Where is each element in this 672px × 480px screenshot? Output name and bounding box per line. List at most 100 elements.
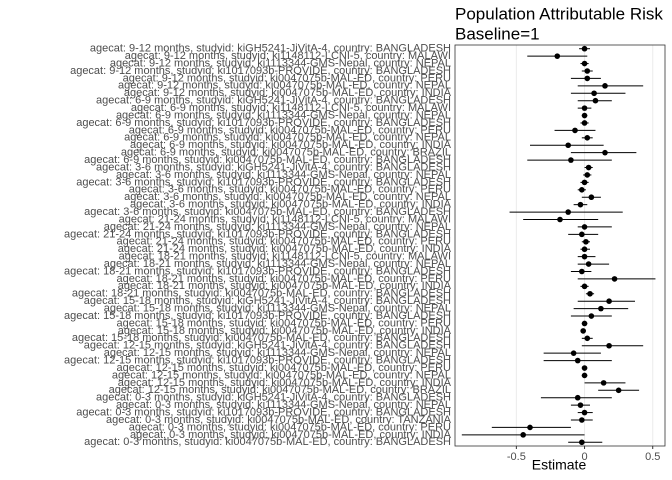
y-tick-label: agecat: 9-12 months, studyid: ki1113344-… [110, 57, 451, 69]
y-tick-label: agecat: 21-24 months, studyid: ki0047075… [117, 236, 452, 248]
y-tick-label: agecat: 15-18 months, studyid: ki0047075… [118, 325, 452, 337]
y-tick-label: agecat: 3-6 months, studyid: ki0047075b-… [130, 199, 452, 211]
point [606, 298, 612, 304]
point [584, 135, 591, 141]
y-tick-label: agecat: 18-21 months, studyid: ki0047075… [118, 280, 452, 292]
y-tick-label: agecat: 21-24 months, studyid: ki0047075… [118, 243, 452, 255]
y-tick-label: agecat: 18-21 months, studyid: ki1017093… [64, 265, 451, 277]
point [581, 60, 588, 67]
x-tick-label: 0 [581, 451, 587, 463]
point [611, 276, 618, 282]
point [581, 179, 588, 186]
point [565, 142, 571, 149]
point [574, 394, 581, 401]
point [579, 231, 585, 238]
y-tick-label: agecat: 18-21 months, studyid: ki1148112… [119, 251, 451, 263]
y-tick-label: agecat: 21-24 months, studyid: ki1148112… [119, 213, 451, 225]
x-tick-label: -0.5 [507, 451, 526, 463]
point [568, 157, 574, 163]
y-tick-label: agecat: 6-9 months, studyid: ki0047075b-… [124, 132, 451, 144]
y-tick-label: agecat: 12-15 months, studyid: ki0047075… [118, 377, 452, 389]
y-tick-label: agecat: 9-12 months, studyid: kiGH5241-J… [90, 43, 451, 55]
y-tick-label: agecat: 15-18 months, studyid: ki0047075… [117, 317, 452, 329]
y-tick-label: agecat: 3-6 months, studyid: ki1113344-G… [116, 169, 451, 181]
y-tick-label: agecat: 15-18 months, studyid: ki0047075… [72, 332, 451, 344]
y-tick-label: agecat: 6-9 months, studyid: ki1017093b-… [76, 117, 451, 129]
point [579, 268, 585, 275]
y-tick-label: agecat: 6-9 months, studyid: ki0047075b-… [130, 139, 452, 151]
point [588, 194, 595, 201]
y-tick-label: agecat: 6-9 months, studyid: ki0047075b-… [84, 154, 451, 166]
point [577, 201, 584, 208]
y-tick-label: agecat: 12-15 months, studyid: ki0047075… [112, 369, 451, 381]
y-tick-label: agecat: 6-9 months, studyid: ki0047075b-… [129, 124, 451, 136]
point [584, 75, 591, 82]
point [570, 350, 577, 356]
point [579, 187, 585, 193]
point [606, 342, 612, 349]
y-tick-label: agecat: 18-21 months, studyid: ki0047075… [117, 273, 452, 285]
y-tick-label: agecat: 9-12 months, studyid: ki0047075b… [123, 72, 451, 84]
point [598, 305, 604, 312]
point [581, 120, 588, 126]
y-tick-label: agecat: 0-3 months, studyid: ki0047075b-… [84, 436, 451, 448]
y-tick-label: agecat: 3-6 months, studyid: ki0047075b-… [124, 191, 451, 203]
y-tick-label: agecat: 9-12 months, studyid: ki0047075b… [124, 87, 452, 99]
panel [455, 45, 665, 446]
point [579, 439, 585, 446]
point [554, 53, 561, 59]
point [615, 387, 622, 394]
y-tick-label: agecat: 15-18 months, studyid: ki1113344… [104, 303, 451, 315]
y-tick-label: agecat: 3-6 months, studyid: kiGH5241-Ji… [96, 161, 451, 173]
point [581, 253, 588, 260]
point [584, 68, 591, 74]
point [585, 164, 592, 171]
point [600, 380, 607, 386]
y-tick-label: agecat: 15-18 months, studyid: kiGH5241-… [84, 295, 451, 307]
y-tick-label: agecat: 0-3 months, studyid: kiGH5241-Ji… [96, 392, 451, 404]
y-tick-label: agecat: 18-21 months, studyid: ki0047075… [72, 288, 451, 300]
y-tick-label: agecat: 12-15 months, studyid: ki0047075… [117, 362, 452, 374]
x-axis-label: Estimate [532, 457, 587, 473]
y-tick-label: agecat: 0-3 months, studyid: ki0047075b-… [106, 414, 452, 426]
point [583, 238, 589, 245]
point [587, 290, 593, 297]
point [588, 313, 595, 319]
point [557, 216, 563, 223]
point [592, 97, 599, 104]
point [581, 372, 588, 379]
y-tick-label: agecat: 3-6 months, studyid: ki0047075b-… [84, 206, 451, 218]
point [591, 90, 597, 97]
point [581, 409, 588, 416]
y-tick-label: agecat: 0-3 months, studyid: ki0047075b-… [129, 421, 451, 433]
point [520, 432, 526, 438]
x-tick-label: 0.5 [645, 451, 660, 463]
y-tick-label: agecat: 12-15 months, studyid: ki1113344… [104, 347, 451, 359]
y-tick-label: agecat: 3-6 months, studyid: ki1017093b-… [76, 176, 451, 188]
y-tick-label: agecat: 0-3 months, studyid: ki1017093b-… [76, 406, 451, 418]
point [574, 357, 581, 364]
point [581, 365, 588, 371]
y-tick-label: agecat: 0-3 months, studyid: ki0047075b-… [130, 429, 452, 441]
y-tick-label: agecat: 6-9 months, studyid: ki1113344-G… [116, 109, 451, 121]
point [602, 149, 608, 156]
point [581, 283, 588, 290]
y-tick-label: agecat: 21-24 months, studyid: ki1017093… [64, 228, 451, 240]
y-tick-label: agecat: 12-15 months, studyid: kiGH5241-… [84, 340, 451, 352]
y-tick-label: agecat: 9-12 months, studyid: ki1017093b… [70, 65, 451, 77]
y-tick-label: agecat: 9-12 months, studyid: ki0047075b… [118, 80, 451, 92]
point [581, 320, 588, 327]
point [584, 172, 591, 178]
y-tick-label: agecat: 6-9 months, studyid: kiGH5241-Ji… [96, 95, 451, 107]
point [565, 209, 571, 215]
point [572, 127, 578, 134]
point [527, 424, 533, 431]
y-tick-label: agecat: 9-12 months, studyid: ki1148112-… [125, 50, 451, 62]
y-tick-label: agecat: 6-9 months, studyid: ki1148112-L… [131, 102, 451, 114]
point [581, 112, 588, 119]
y-tick-label: agecat: 18-21 months, studyid: ki1113344… [104, 258, 451, 270]
y-tick-label: agecat: 6-9 months, studyid: ki0047075b-… [121, 147, 451, 159]
y-tick-label: agecat: 21-24 months, studyid: ki1113344… [104, 221, 451, 233]
y-tick-label: agecat: 15-18 months, studyid: ki1017093… [64, 310, 451, 322]
y-tick-label: agecat: 12-15 months, studyid: ki1017093… [64, 355, 451, 367]
